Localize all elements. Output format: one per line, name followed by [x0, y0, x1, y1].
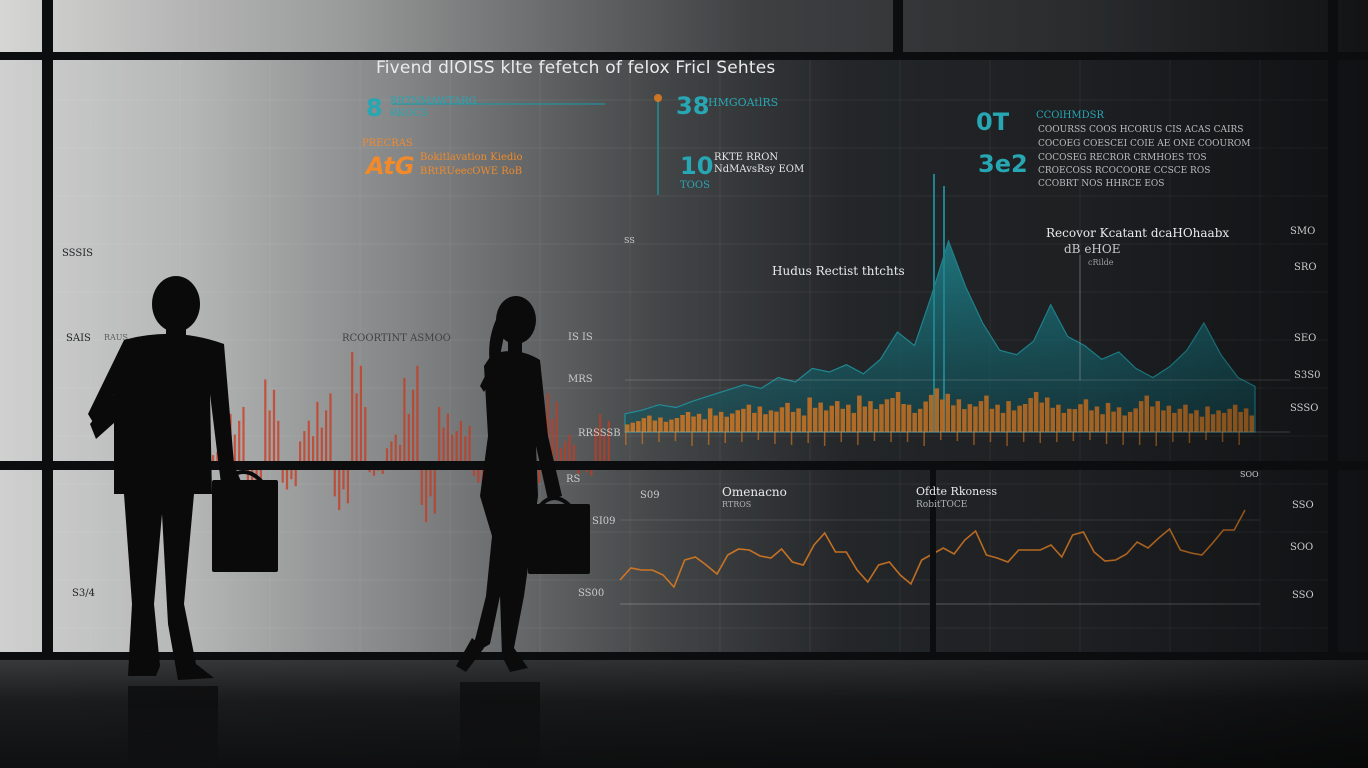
- axis-left-label-2: SAIS: [66, 333, 91, 344]
- annotation-main: Recovor Kcatant dcaHOhaabx: [1046, 226, 1230, 240]
- window-transom-top: [0, 52, 1368, 60]
- tiny-left-label: RAUS: [104, 333, 129, 342]
- axis-right-label-1: SMO: [1290, 226, 1316, 237]
- axis-right-label-6: SOO: [1240, 470, 1259, 479]
- axis-left-label-1: SSSIS: [62, 248, 94, 259]
- axis-right-label-9: SSO: [1292, 590, 1314, 601]
- axis-mid-label-1: SS: [624, 236, 635, 245]
- window-mullion-left: [42, 0, 53, 660]
- axis-mid-label-4: RRSSSB: [578, 428, 621, 439]
- kpi-label-4b: NdMAvsRsy EOM: [714, 164, 805, 175]
- axis-left-label-3: S3/4: [72, 588, 95, 599]
- kpi-label-4a: RKTE RRON: [714, 152, 779, 163]
- kpi-label-1b: RKOCS: [390, 108, 428, 119]
- kpi-value-5: 0T: [976, 108, 1010, 136]
- axis-right-label-5: SSSO: [1290, 403, 1319, 414]
- dashboard-title: Fivend dlOISS klte fefetch of felox Fric…: [376, 58, 776, 78]
- kpi-value-2: AtG: [366, 152, 415, 180]
- annotation-chart: Hudus Rectist thtchts: [772, 264, 905, 278]
- window-sill: [0, 652, 1368, 660]
- window-mullion-right: [1328, 0, 1338, 660]
- kpi-label-1a: RRTNMAWTARG: [390, 96, 477, 107]
- kpi-value-3: 38: [676, 92, 710, 120]
- annotation-lower-left-sub: RTROS: [722, 500, 752, 509]
- window-mullion-center-low: [930, 470, 936, 660]
- annotation-main-sub: dB eHOE: [1064, 242, 1121, 256]
- axis-mid-label-6: S09: [640, 490, 660, 501]
- axis-mid-label-7: SI09: [592, 516, 616, 527]
- axis-mid-label-2: IS IS: [568, 332, 593, 343]
- axis-right-label-2: SRO: [1294, 262, 1317, 273]
- kpi-value-6: 3e2: [978, 150, 1028, 178]
- businessman-silhouette: [88, 276, 278, 680]
- tiny-bar-label: RCOORTINT ASMOO: [342, 333, 451, 344]
- window-mullion-top-mid: [893, 0, 903, 54]
- axis-right-label-7: SSO: [1292, 500, 1314, 511]
- kpi-label-2b: BRtRUeecOWE RoB: [420, 166, 523, 177]
- right-note-5: CCOBRT NOS HHRCE EOS: [1038, 179, 1165, 189]
- kpi-sub-10: TOOS: [680, 180, 710, 191]
- kpi-label-3: HMGOAtlRS: [708, 96, 779, 109]
- right-note-1: COOURSS COOS HCORUS CIS ACAS CAIRS: [1038, 125, 1244, 135]
- annotation-main-sub2: cRilde: [1088, 258, 1114, 267]
- kpi-value-1: 8: [366, 94, 383, 122]
- right-note-3: COCOSEG RECROR CRMHOES TOS: [1038, 153, 1207, 163]
- annotation-lower-right: Ofdte Rkoness: [916, 485, 998, 498]
- axis-mid-label-5: RS: [566, 474, 581, 485]
- right-note-2: COCOEG COESCEI COIE AE ONE COOUROM: [1038, 139, 1251, 149]
- axis-mid-label-3: MRS: [568, 374, 593, 385]
- window-transom-middle: [0, 461, 1368, 470]
- man-reflection: [128, 686, 218, 768]
- kpi-sub-orange: PRECRAS: [362, 138, 413, 149]
- axis-right-label-3: SEO: [1294, 333, 1317, 344]
- businesswoman-silhouette: [456, 296, 590, 672]
- kpi-value-4: 10: [680, 152, 714, 180]
- right-note-4: CROECOSS RCOCOORE CCSCE ROS: [1038, 166, 1211, 176]
- woman-reflection: [460, 682, 540, 768]
- annotation-lower-left: Omenacno: [722, 485, 787, 499]
- axis-mid-label-8: SS00: [578, 588, 605, 599]
- kpi-label-5: CCOlHMDSR: [1036, 110, 1105, 121]
- kpi-label-2a: Bokitlavation Kiedio: [420, 152, 523, 163]
- axis-right-label-8: SOO: [1290, 542, 1314, 553]
- annotation-lower-right-sub: RobitTOCE: [916, 500, 968, 510]
- axis-right-label-4: S3S0: [1294, 370, 1321, 381]
